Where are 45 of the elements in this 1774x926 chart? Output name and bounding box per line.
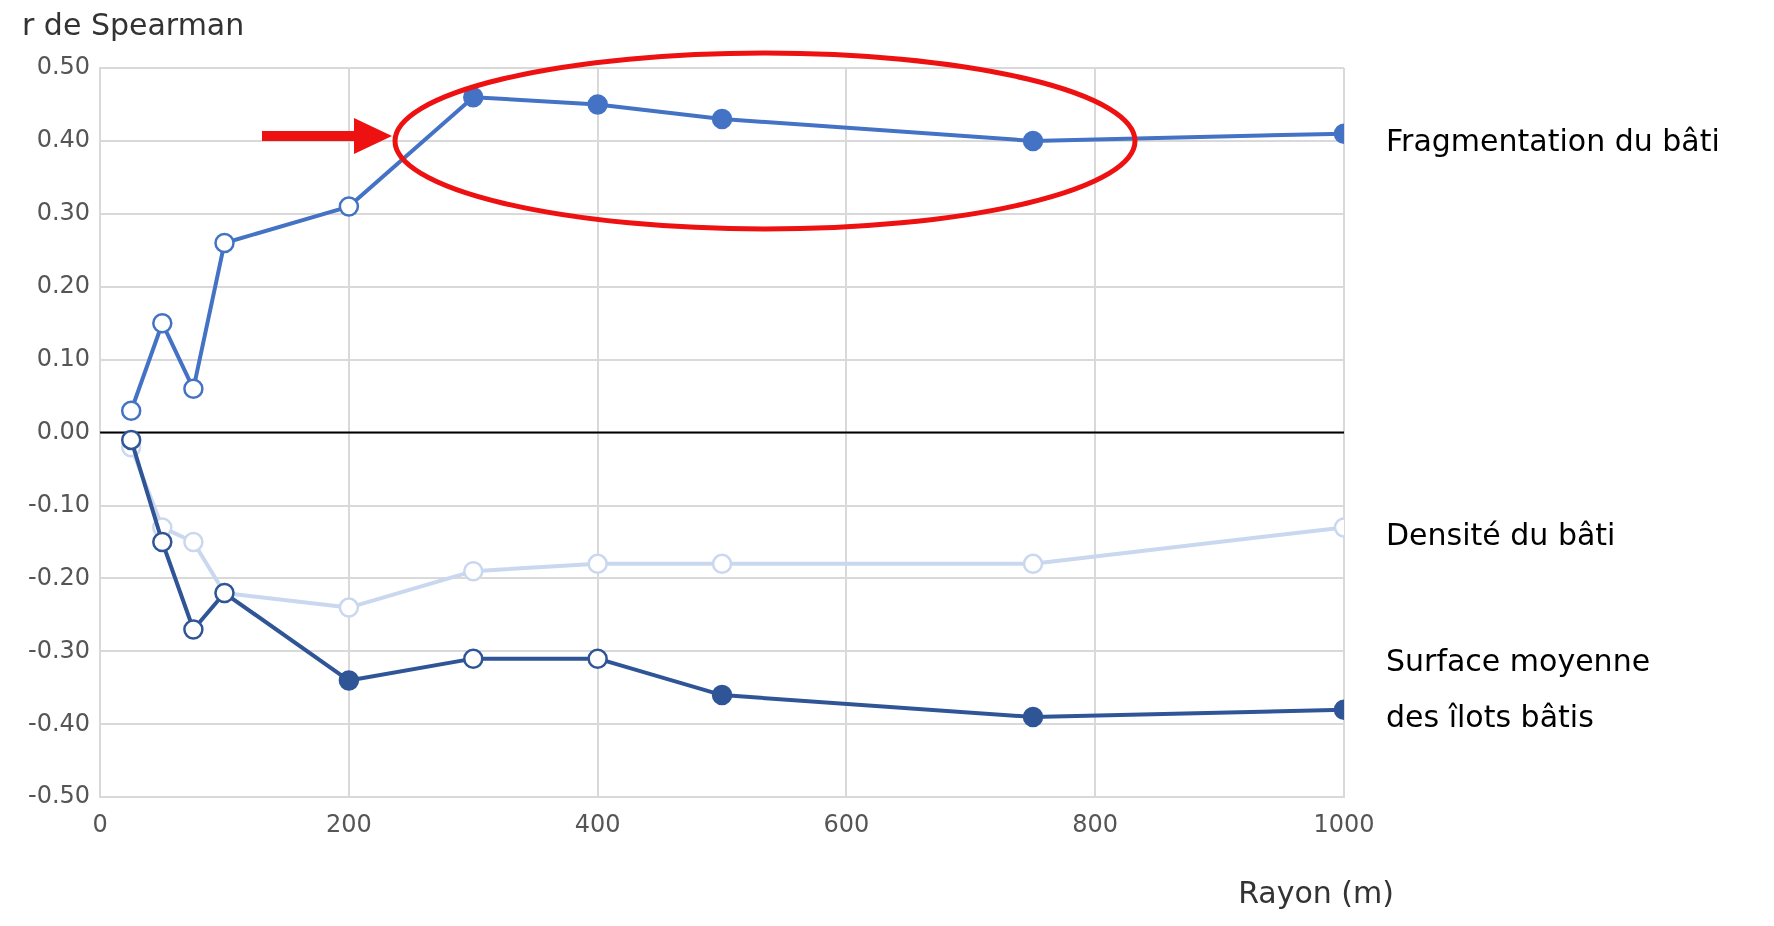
x-tick-label: 1000 (1313, 809, 1375, 838)
y-tick-label: 0.40 (36, 125, 91, 154)
point (183, 619, 204, 640)
series-label: Fragmentation du bâti (1386, 123, 1720, 159)
x-tick-label: 800 (1072, 809, 1119, 838)
x-tick-label: 600 (823, 809, 870, 838)
x-tick-label: 200 (325, 809, 372, 838)
point (338, 196, 360, 217)
x-axis-title: Rayon (m) (1238, 874, 1394, 910)
point (1022, 706, 1044, 728)
point (587, 648, 608, 669)
point (214, 232, 235, 254)
point (338, 670, 360, 691)
point (463, 86, 484, 108)
y-axis-title: r de Spearman (22, 6, 245, 42)
y-tick-label: 0.00 (36, 416, 91, 445)
point (711, 108, 733, 130)
y-tick-label: -0.20 (27, 562, 91, 591)
point (1022, 553, 1044, 575)
y-tick-label: 0.20 (36, 270, 91, 299)
y-tick-label: 0.10 (36, 343, 91, 372)
point (587, 553, 608, 575)
point (1022, 130, 1044, 152)
y-tick-label: -0.50 (27, 781, 91, 810)
series-label: Densité du bâti (1386, 517, 1616, 553)
y-tick-label: -0.40 (27, 708, 91, 737)
point (152, 312, 173, 334)
point (120, 429, 142, 451)
point (463, 648, 484, 669)
point (711, 684, 733, 706)
y-tick-label: 0.30 (36, 198, 91, 227)
y-tick-label: 0.50 (36, 52, 91, 81)
y-tick-label: -0.30 (27, 635, 91, 664)
x-tick-label: 400 (574, 809, 621, 838)
point (183, 378, 204, 400)
point (711, 553, 733, 575)
point (152, 531, 173, 553)
point (338, 597, 360, 618)
point (463, 560, 484, 582)
series-label: Surface moyenne des îlots bâtis (1386, 643, 1651, 735)
point (120, 400, 142, 421)
point (587, 94, 608, 115)
point (183, 531, 204, 553)
y-tick-label: -0.10 (27, 489, 91, 518)
x-tick-label: 0 (92, 809, 108, 838)
